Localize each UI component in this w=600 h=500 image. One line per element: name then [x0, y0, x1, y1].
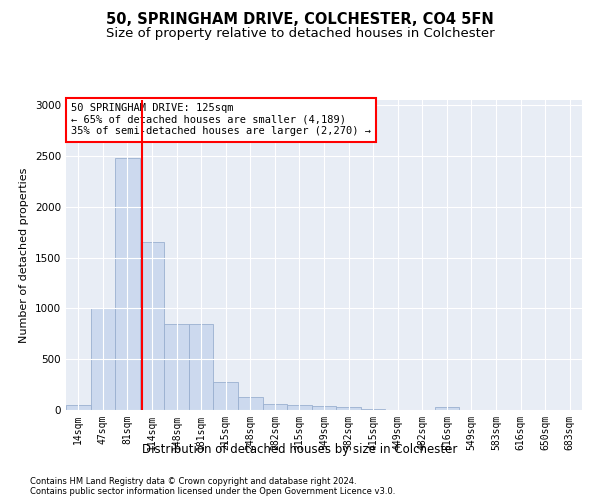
Text: Size of property relative to detached houses in Colchester: Size of property relative to detached ho…	[106, 28, 494, 40]
Bar	[263, 404, 287, 410]
Y-axis label: Number of detached properties: Number of detached properties	[19, 168, 29, 342]
Bar	[189, 324, 214, 410]
Text: Contains public sector information licensed under the Open Government Licence v3: Contains public sector information licen…	[30, 488, 395, 496]
Bar	[434, 408, 459, 410]
Text: Contains HM Land Registry data © Crown copyright and database right 2024.: Contains HM Land Registry data © Crown c…	[30, 478, 356, 486]
Bar	[214, 382, 238, 410]
Bar	[164, 324, 189, 410]
Bar	[140, 242, 164, 410]
Bar	[361, 409, 385, 410]
Bar	[238, 397, 263, 410]
Bar	[115, 158, 140, 410]
Text: 50 SPRINGHAM DRIVE: 125sqm
← 65% of detached houses are smaller (4,189)
35% of s: 50 SPRINGHAM DRIVE: 125sqm ← 65% of deta…	[71, 103, 371, 136]
Bar	[66, 405, 91, 410]
Bar	[287, 405, 312, 410]
Text: Distribution of detached houses by size in Colchester: Distribution of detached houses by size …	[142, 442, 458, 456]
Text: 50, SPRINGHAM DRIVE, COLCHESTER, CO4 5FN: 50, SPRINGHAM DRIVE, COLCHESTER, CO4 5FN	[106, 12, 494, 28]
Bar	[91, 308, 115, 410]
Bar	[312, 406, 336, 410]
Bar	[336, 408, 361, 410]
